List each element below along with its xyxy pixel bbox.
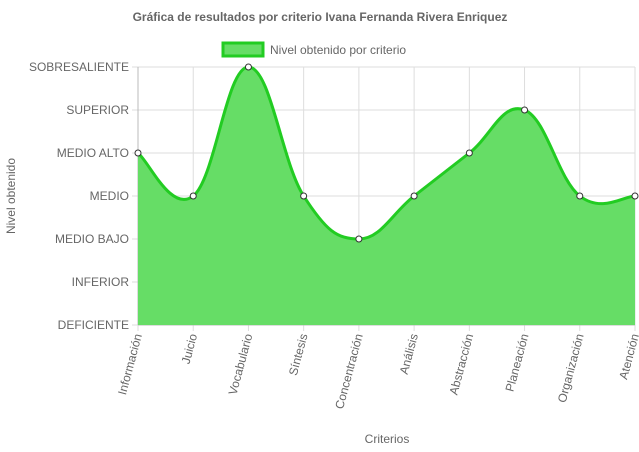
data-point-9[interactable] xyxy=(576,192,584,200)
series-area-fill xyxy=(138,67,635,325)
legend-swatch xyxy=(221,41,265,58)
x-axis-label: Criterios xyxy=(365,432,410,446)
x-tick-label: Análisis xyxy=(397,332,421,376)
data-point-10[interactable] xyxy=(631,192,639,200)
data-points xyxy=(134,63,639,243)
legend-label: Nivel obtenido por criterio xyxy=(270,43,406,57)
data-point-5[interactable] xyxy=(355,235,363,243)
data-point-3[interactable] xyxy=(244,63,252,71)
x-tick-label: Concentración xyxy=(332,332,366,410)
chart-title: Gráfica de resultados por criterio Ivana… xyxy=(133,10,508,24)
y-tick-label: SUPERIOR xyxy=(66,103,129,117)
x-tick-label: Vocabulario xyxy=(226,332,256,397)
y-tick-label: MEDIO xyxy=(90,189,129,203)
y-tick-labels: DEFICIENTE INFERIOR MEDIO BAJO MEDIO MEDIO A… xyxy=(29,60,129,332)
data-point-8[interactable] xyxy=(521,106,529,114)
legend[interactable]: Nivel obtenido por criterio xyxy=(221,41,406,58)
data-point-4[interactable] xyxy=(300,192,308,200)
x-tick-label: Juicio xyxy=(179,332,201,366)
y-tick-label: MEDIO BAJO xyxy=(55,232,129,246)
x-tick-label: Planeación xyxy=(503,332,532,393)
x-tick-labels: Información Juicio Vocabulario Síntesis Conc… xyxy=(115,332,639,411)
x-tick-label: Atención xyxy=(616,332,639,381)
data-point-2[interactable] xyxy=(189,192,197,200)
data-point-1[interactable] xyxy=(134,149,142,157)
x-tick-label: Síntesis xyxy=(286,332,311,377)
x-tick-label: Organización xyxy=(555,332,587,404)
series-line xyxy=(136,65,636,241)
x-tick-label: Abstracción xyxy=(446,332,476,396)
y-tick-label: INFERIOR xyxy=(72,275,130,289)
y-tick-label: DEFICIENTE xyxy=(58,318,129,332)
x-tick-label: Información xyxy=(115,332,145,396)
data-point-7[interactable] xyxy=(465,149,473,157)
y-tick-label: MEDIO ALTO xyxy=(57,146,129,160)
series-area xyxy=(136,65,636,325)
y-tick-label: SOBRESALIENTE xyxy=(29,60,129,74)
data-point-6[interactable] xyxy=(410,192,418,200)
y-axis-label: Nivel obtenido xyxy=(4,158,18,234)
